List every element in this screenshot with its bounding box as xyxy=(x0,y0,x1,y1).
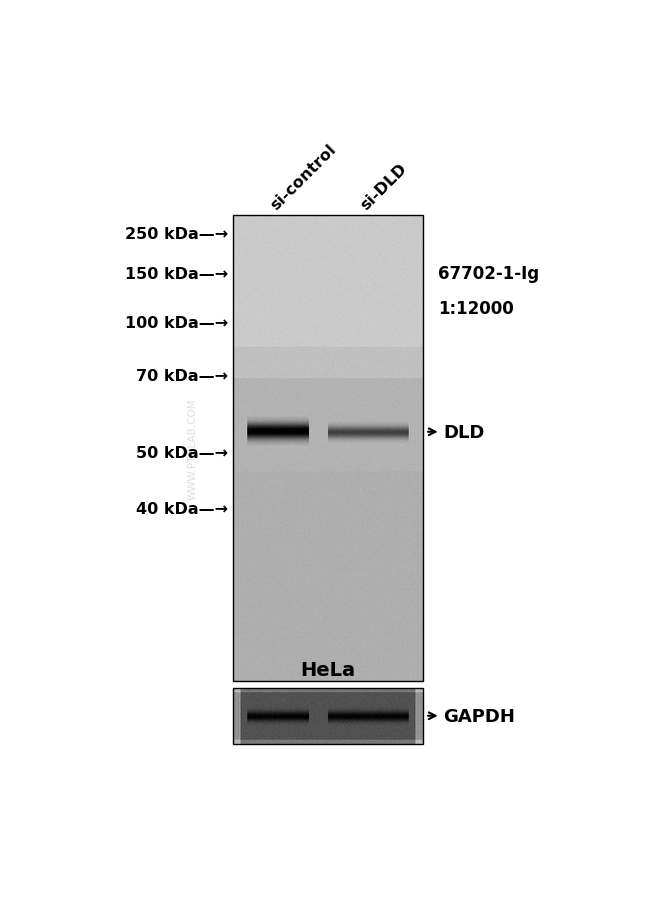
Bar xyxy=(234,216,422,681)
Text: 40 kDa—→: 40 kDa—→ xyxy=(136,502,228,517)
Text: 70 kDa—→: 70 kDa—→ xyxy=(136,369,228,384)
Text: si-DLD: si-DLD xyxy=(358,161,410,213)
Text: GAPDH: GAPDH xyxy=(443,707,515,725)
Text: HeLa: HeLa xyxy=(300,660,356,679)
Text: 100 kDa—→: 100 kDa—→ xyxy=(125,316,228,330)
Text: si-control: si-control xyxy=(268,142,339,213)
Text: 150 kDa—→: 150 kDa—→ xyxy=(125,267,228,281)
Text: WWW.PTGLAB.COM: WWW.PTGLAB.COM xyxy=(187,398,197,500)
Text: 67702-1-Ig: 67702-1-Ig xyxy=(438,265,539,283)
Text: DLD: DLD xyxy=(443,423,484,441)
Text: 250 kDa—→: 250 kDa—→ xyxy=(125,227,228,242)
Text: 50 kDa—→: 50 kDa—→ xyxy=(136,446,228,461)
Text: 1:12000: 1:12000 xyxy=(438,300,513,318)
Bar xyxy=(234,688,422,744)
